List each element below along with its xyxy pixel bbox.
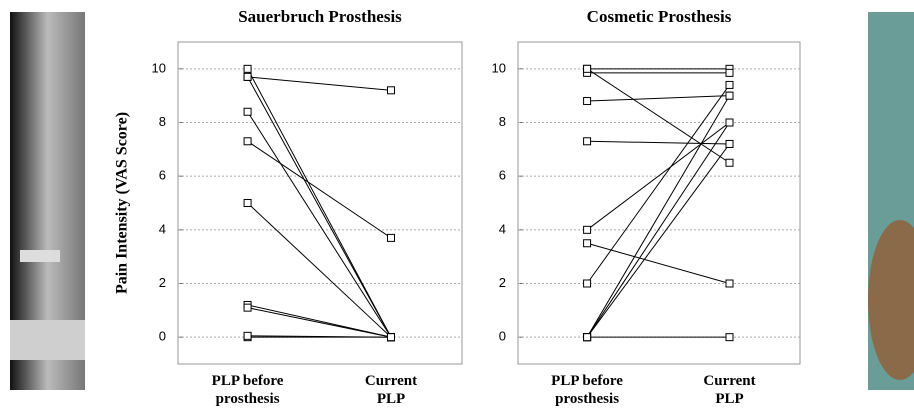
- y-tick-label: 10: [492, 60, 506, 75]
- chart-title: Sauerbruch Prosthesis: [238, 7, 402, 26]
- y-tick-label: 8: [499, 114, 506, 129]
- point-marker: [725, 91, 734, 100]
- point-marker: [387, 86, 395, 95]
- point-marker: [583, 239, 592, 248]
- point-marker: [725, 333, 734, 342]
- slope-line: [586, 68, 730, 164]
- point-marker: [583, 333, 592, 342]
- point-marker: [243, 72, 252, 81]
- plot-area: [177, 41, 463, 365]
- slope-line: [247, 68, 392, 338]
- point-marker: [583, 137, 592, 146]
- x-tick-label: Current PLP: [364, 373, 418, 407]
- slope-line: [247, 202, 392, 338]
- point-marker: [583, 225, 592, 234]
- y-tick-label: 0: [499, 329, 506, 344]
- slope-line: [586, 84, 730, 284]
- slope-line: [247, 76, 392, 91]
- point-marker: [725, 68, 734, 77]
- point-marker: [725, 139, 734, 148]
- point-marker: [583, 279, 592, 288]
- point-marker: [243, 331, 252, 340]
- slope-line: [587, 140, 730, 145]
- y-tick-label: 4: [159, 221, 166, 236]
- point-marker: [243, 64, 252, 73]
- slope-line: [586, 122, 730, 338]
- y-tick-label: 8: [159, 114, 166, 129]
- photo-detail: [20, 250, 60, 262]
- slope-line: [247, 307, 392, 338]
- slope-line: [586, 122, 730, 231]
- slope-line: [587, 95, 730, 102]
- point-marker: [243, 199, 252, 207]
- point-marker: [725, 118, 734, 127]
- slope-line: [586, 95, 730, 338]
- point-marker: [243, 303, 252, 312]
- point-marker: [387, 333, 395, 342]
- x-tick-label: Current PLP: [703, 373, 756, 407]
- photo-detail: [10, 320, 85, 360]
- slope-line: [247, 140, 392, 239]
- y-tick-label: 6: [159, 168, 166, 183]
- y-tick-label: 2: [159, 275, 166, 290]
- point-marker: [243, 107, 252, 116]
- point-marker: [243, 137, 252, 146]
- slope-line: [586, 143, 730, 338]
- y-tick-label: 6: [499, 168, 506, 183]
- slope-line: [247, 111, 392, 338]
- photo-detail: [868, 220, 914, 380]
- point-marker: [725, 80, 734, 89]
- slope-line: [247, 335, 392, 338]
- y-tick-label: 0: [159, 329, 166, 344]
- y-tick-label: 2: [499, 275, 506, 290]
- point-marker: [387, 233, 395, 242]
- y-axis-label: Pain Intensity (VAS Score): [114, 112, 131, 294]
- chart-title: Cosmetic Prosthesis: [587, 7, 732, 26]
- point-marker: [583, 97, 592, 106]
- slope-line: [586, 242, 730, 284]
- point-marker: [725, 279, 734, 288]
- y-tick-label: 10: [152, 60, 166, 75]
- point-marker: [725, 158, 734, 167]
- point-marker: [583, 64, 592, 73]
- x-tick-label: PLP before prosthesis: [211, 373, 284, 407]
- y-tick-label: 4: [499, 221, 506, 236]
- slope-line: [247, 76, 392, 338]
- x-tick-label: PLP before prosthesis: [551, 373, 623, 407]
- plot-area: [517, 41, 801, 365]
